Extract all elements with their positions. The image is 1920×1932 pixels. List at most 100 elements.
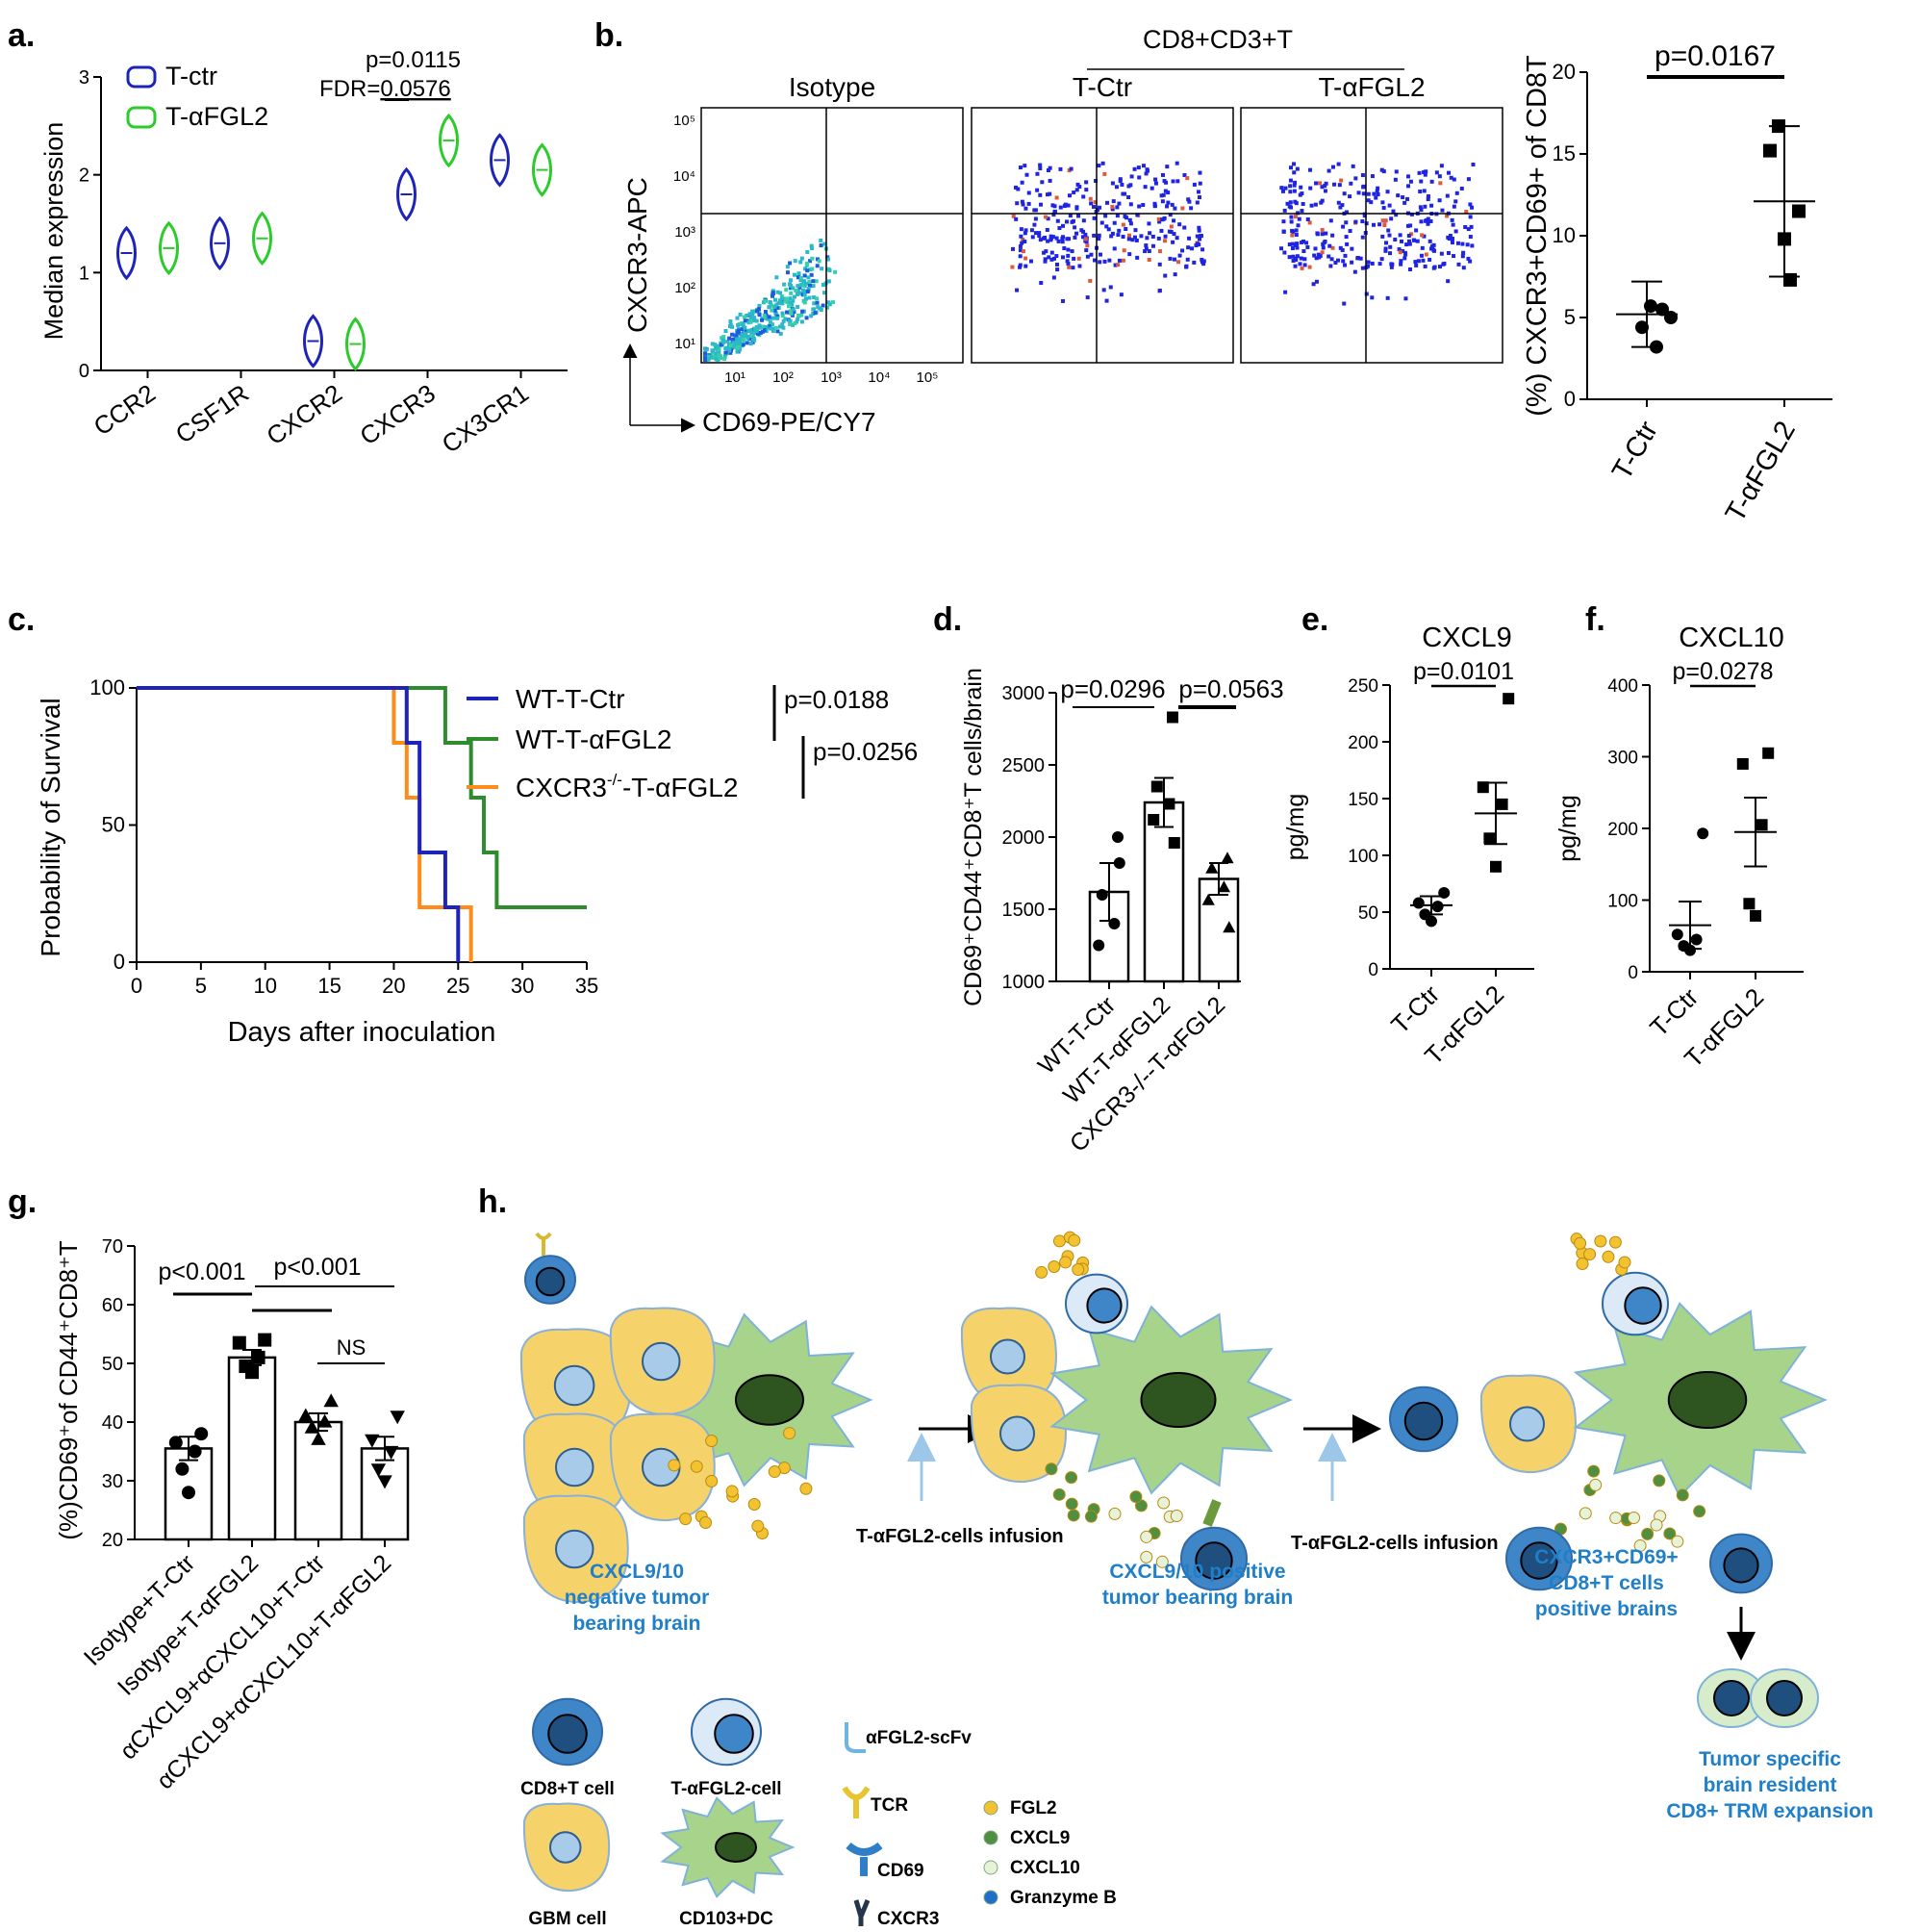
b-event-dot [1043,235,1048,240]
b-event-dot [1160,199,1165,204]
b-event-dot [810,245,815,250]
b-event-dot [1281,219,1286,224]
b-event-dot [1081,229,1086,234]
b-event-dot [1293,180,1298,185]
b-event-dot [773,326,778,331]
b-event-dot [1062,246,1067,251]
fgl2-dot [1602,1250,1615,1263]
b-event-dot [760,318,765,322]
b-event-dot [755,329,760,334]
b-event-dot [1305,216,1310,221]
b-event-dot [1133,228,1138,233]
b-event-dot [1389,265,1394,269]
b-event-dot [1320,250,1325,255]
legend-tcr-icon [842,1786,871,1818]
b-y-tick-label: 10¹ [674,336,695,352]
b-event-dot [792,310,796,315]
b-event-dot [1350,260,1354,265]
b-event-dot [802,292,807,297]
g-data-point [365,1434,380,1448]
g-data-point [370,1463,387,1478]
b-event-dot [1185,257,1190,262]
b-event-dot [807,280,812,285]
d-y-tick-label: 1500 [1002,900,1046,921]
b-event-dot [787,304,792,309]
g-data-point [323,1393,339,1408]
g-data-point [311,1431,326,1445]
b-event-dot [793,321,797,326]
b-event-dot [792,272,796,277]
br-y-axis-label: (%) CXCR3+CD69+ of CD8T [1522,55,1553,417]
cxcl9-dot [1052,1487,1066,1501]
b-event-dot [1019,234,1023,239]
b-x-tick-label: 10² [772,369,794,386]
b-event-dot [1281,229,1286,234]
d-data-point [1217,880,1230,893]
b-event-dot [755,309,760,314]
b-y-tick-label: 10³ [674,224,695,241]
b-event-dot [1419,253,1424,258]
b-event-dot [1374,195,1378,200]
b-event-dot [1300,240,1304,244]
legend-cxcr3-icon [853,1899,871,1926]
b-event-dot [789,291,794,295]
b-event-dot [788,309,793,314]
b-event-dot [1315,231,1320,236]
b-event-dot [1016,187,1021,191]
b-event-dot [1032,208,1037,213]
b-event-dot [1391,209,1396,214]
b-event-dot [1329,257,1334,262]
c-p-value: p=0.0256 [813,737,918,766]
b-event-dot [771,291,775,295]
b-event-dot [1426,196,1430,201]
b-event-dot [1123,191,1127,196]
b-event-dot [1340,247,1345,252]
b-event-dot [1383,246,1388,251]
fgl2-dot [690,1460,703,1473]
b-event-dot [1145,168,1149,173]
b-event-dot [717,353,721,358]
b-event-dot [826,279,831,284]
b-event-dot [703,351,707,356]
b-event-dot [798,275,803,280]
b-event-dot [1376,186,1380,191]
a-y-axis-label: Median expression [39,122,68,341]
b-event-dot [1394,169,1399,174]
a-violin [116,225,137,281]
e-data-point [1483,832,1496,845]
legend-dc: CD103+DC [679,1909,773,1929]
b-event-dot [1383,248,1388,253]
b-event-dot [778,331,783,336]
b-event-dot [779,293,784,298]
b-event-dot [1417,170,1422,175]
b-event-dot [1426,221,1430,226]
b-event-dot [1446,235,1451,240]
b-event-dot [729,345,734,350]
b-x-axis-label: CD69-PE/CY7 [702,407,876,437]
b-event-dot [1389,216,1394,221]
b-event-dot [791,298,796,303]
legend-fgl2: FGL2 [1010,1798,1057,1818]
b-event-dot [1132,235,1137,240]
b-event-dot [1290,246,1295,251]
b-event-dot [1344,220,1349,225]
b-event-dot [1413,260,1418,265]
b-plot-title: T-αFGL2 [1318,72,1425,102]
b-event-dot [1143,185,1148,190]
c-x-tick-label: 25 [446,974,469,998]
b-event-dot [1190,246,1195,251]
b-event-dot [763,310,768,315]
b-event-dot [1085,295,1090,300]
b-event-dot [1040,180,1045,185]
b-event-dot [1445,214,1450,218]
b-event-dot [742,315,746,319]
b-event-dot [757,303,762,308]
b-event-dot [768,320,772,325]
b-event-dot [1428,219,1433,224]
b-event-dot [822,242,827,246]
b-event-dot [1468,259,1473,264]
b-event-dot [1351,164,1355,168]
b-event-dot [1023,228,1028,233]
b-event-dot [746,320,751,325]
b-event-dot [1110,181,1115,186]
